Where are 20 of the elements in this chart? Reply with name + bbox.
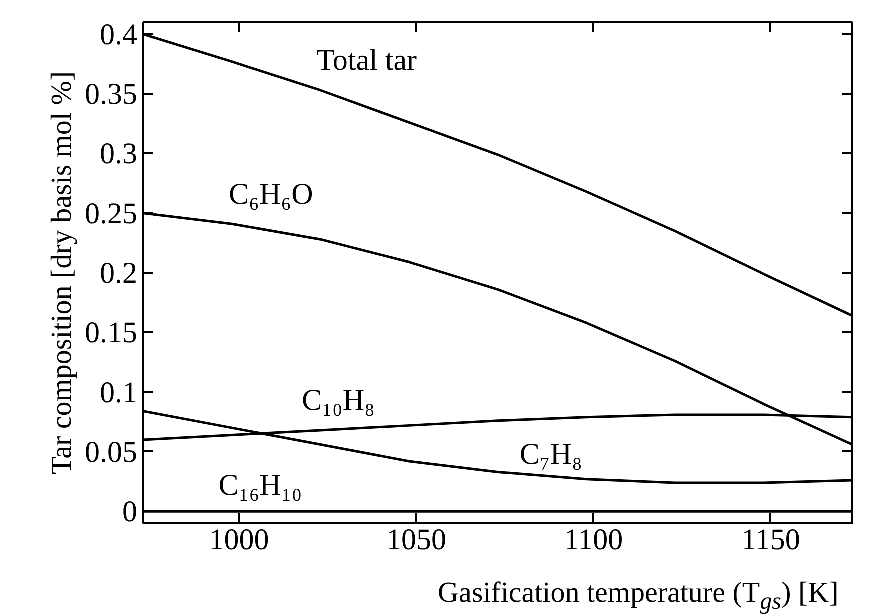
series-label: C₁₆H₁₀ xyxy=(218,468,302,502)
legend-label: Total tar xyxy=(316,44,418,78)
y-tick-label: 0.4 xyxy=(100,18,138,52)
y-tick-label: 0.25 xyxy=(85,197,138,230)
y-tick-label: 0 xyxy=(122,496,138,529)
y-tick-label: 0.35 xyxy=(85,78,138,112)
x-tick-label: 1150 xyxy=(742,524,800,556)
y-tick-label: 0.2 xyxy=(100,257,138,290)
series-label: C₆H₆O xyxy=(228,178,314,211)
x-tick-label: 1000 xyxy=(209,524,270,556)
y-tick-label: 0.05 xyxy=(85,436,138,469)
y-tick-label: 0.1 xyxy=(100,376,138,410)
x-tick-label: 1050 xyxy=(386,524,446,556)
series-label: C₇H₈ xyxy=(520,438,582,471)
y-axis-title: Tar composition [dry basis mol %] xyxy=(46,71,78,475)
y-tick-label: 0.15 xyxy=(85,316,138,350)
series-label: C₁₀H₈ xyxy=(302,384,376,418)
x-tick-label: 1100 xyxy=(564,524,624,556)
x-axis-title: Gasification temperature (T$_{gs}$) [K] xyxy=(438,577,839,614)
y-tick-label: 0.3 xyxy=(100,138,138,171)
